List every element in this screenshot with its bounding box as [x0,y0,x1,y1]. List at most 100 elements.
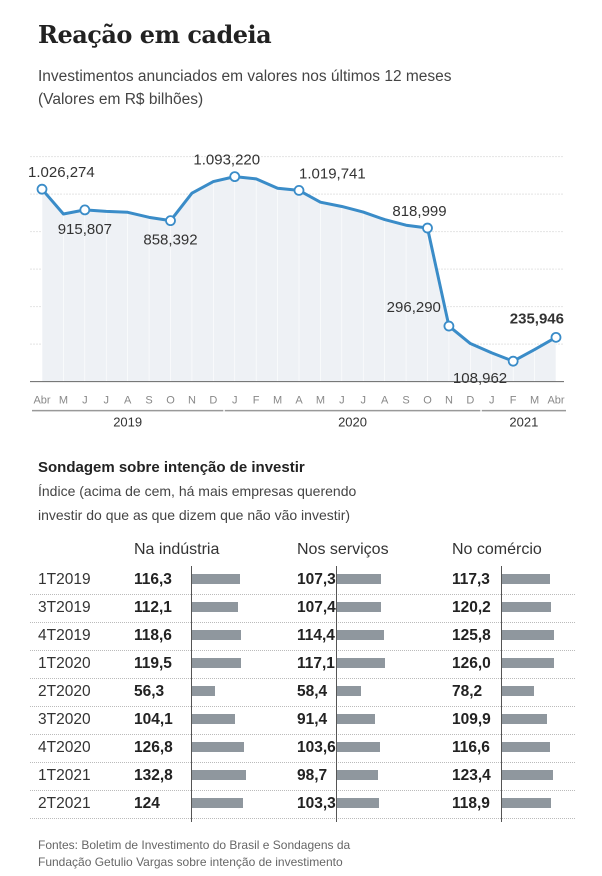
month-tick-label: F [253,395,260,407]
index-bar [502,742,550,752]
index-bar [502,686,535,696]
month-tick-label: J [82,395,88,407]
index-bar [192,742,244,752]
data-label: 915,807 [58,221,112,238]
index-bar [337,742,380,752]
month-tick-label: S [145,395,152,407]
period-label: 1T2019 [38,571,91,588]
year-label: 2020 [338,415,367,430]
index-value: 78,2 [452,683,483,700]
data-point [550,331,562,343]
index-value: 124 [134,795,160,812]
period-label: 2T2020 [38,683,91,700]
year-label: 2021 [509,415,538,430]
index-bar [502,630,554,640]
month-tick-label: M [530,395,539,407]
data-point [422,222,433,234]
index-bar [192,798,243,808]
index-bar [192,770,247,780]
data-point [443,320,455,332]
table-subtitle: Índice (acima de cem, há mais empresas q… [38,483,357,499]
index-value: 109,9 [452,711,491,728]
month-tick-label: O [166,395,175,407]
index-bar [502,798,551,808]
month-tick-label: O [423,395,432,407]
index-value: 107,3 [297,571,336,588]
month-tick-label: M [59,395,68,407]
index-value: 119,5 [134,655,172,672]
month-tick-label: J [232,395,238,407]
line-chart: Abr M J J A S O N D J F M A M J J A S O N D J F M Abr 2019 2020 202… [28,152,566,430]
column-header-servicos: Nos serviços [297,541,389,558]
index-bar [337,770,378,780]
index-value: 132,8 [134,767,173,784]
index-value: 58,4 [297,683,328,700]
index-bar [192,658,241,668]
index-value: 114,4 [297,627,335,644]
month-tick-label: A [124,395,132,407]
index-value: 103,6 [297,739,336,756]
data-label: 1.026,274 [28,164,95,181]
index-value: 116,6 [452,739,490,756]
table-row: 3T2020 104,1 91,4 109,9 [30,706,575,735]
index-value: 118,6 [134,627,172,644]
period-label: 1T2020 [38,655,91,672]
index-bar [502,602,552,612]
data-point [293,184,305,196]
index-value: 118,9 [452,795,490,812]
column-header-comercio: No comércio [452,541,542,558]
table-row: 3T2019 112,1 107,4 120,2 [30,594,575,623]
index-bar [337,658,385,668]
index-value: 56,3 [134,683,165,700]
index-bar [337,686,361,696]
index-value: 116,3 [134,571,172,588]
data-point [79,204,91,216]
index-value: 98,7 [297,767,328,784]
table-row: 1T2021 132,8 98,7 123,4 [30,762,575,791]
data-label: 858,392 [143,232,197,249]
data-point [36,183,48,195]
month-tick-label: J [104,395,110,407]
month-tick-label: Abr [547,395,564,407]
month-tick-label: M [316,395,325,407]
index-value: 112,1 [134,599,172,616]
index-bar [192,602,238,612]
index-value: 91,4 [297,711,328,728]
index-bar [337,602,381,612]
data-label: 235,946 [510,310,564,327]
month-tick-label: D [466,395,474,407]
month-tick-label: N [445,395,453,407]
month-tick-label: M [273,395,282,407]
year-label: 2019 [113,415,142,430]
data-label: 296,290 [387,299,441,316]
index-value: 107,4 [297,599,336,616]
index-bar [337,574,381,584]
chart-subtitle: Investimentos anunciados em valores nos … [38,68,452,85]
month-tick-label: N [188,395,196,407]
table-row: 1T2020 119,5 117,1 126,0 [30,650,575,679]
month-tick-label: S [402,395,409,407]
chart-unit: (Valores em R$ bilhões) [38,91,204,108]
table-row: 1T2019 116,3 107,3 117,3 [30,566,575,595]
index-value: 125,8 [452,627,491,644]
source-note: Fontes: Boletim de Investimento do Brasi… [38,838,351,852]
data-point [165,215,176,227]
index-value: 103,3 [297,795,336,812]
month-tick-label: F [510,395,517,407]
index-value: 117,1 [297,655,335,672]
index-bar [192,686,216,696]
index-value: 126,8 [134,739,173,756]
index-value: 123,4 [452,767,491,784]
month-tick-label: A [295,395,303,407]
data-point [507,355,519,367]
data-label: 1.093,220 [193,152,260,169]
period-label: 4T2020 [38,739,91,756]
table-row: 4T2019 118,6 114,4 125,8 [30,622,575,651]
bar-axis [191,566,192,822]
table-row: 2T2020 56,3 58,4 78,2 [30,678,575,707]
index-bar [337,630,384,640]
index-bar [192,714,235,724]
month-tick-label: A [381,395,389,407]
data-label: 818,999 [392,203,446,220]
